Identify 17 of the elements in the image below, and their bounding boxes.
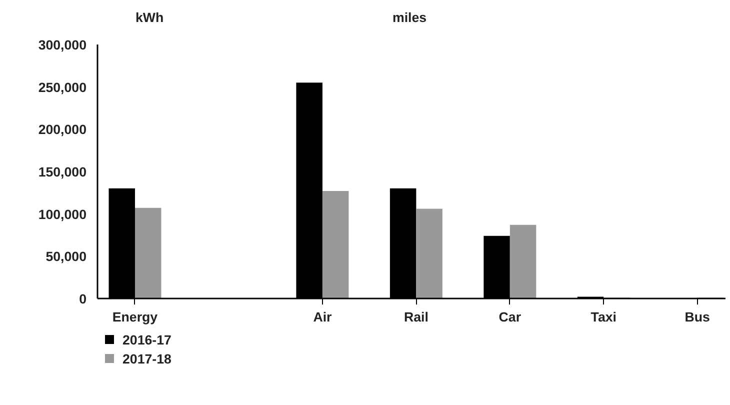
y-tick-label: 150,000 <box>38 164 87 180</box>
legend-label: 2017-18 <box>122 352 172 366</box>
y-tick-label: 250,000 <box>38 80 87 95</box>
y-tick-label: 50,000 <box>46 249 86 264</box>
y-tick-label: 100,000 <box>38 206 87 222</box>
y-tick-label: 0 <box>79 292 87 306</box>
x-tick-label: Air <box>313 310 332 324</box>
x-tick-label: Rail <box>404 310 428 324</box>
text: miles <box>392 10 427 25</box>
x-tick-label: Car <box>498 310 522 324</box>
x-tick-label: Taxi <box>590 310 616 324</box>
y-tick-label: 300,000 <box>38 38 87 52</box>
legend-label: 2016-17 <box>122 332 172 348</box>
text: kWh <box>136 10 164 25</box>
x-tick-label: Energy <box>112 310 158 324</box>
y-tick-label: 200,000 <box>38 122 87 138</box>
x-tick-label: Bus <box>684 310 710 324</box>
